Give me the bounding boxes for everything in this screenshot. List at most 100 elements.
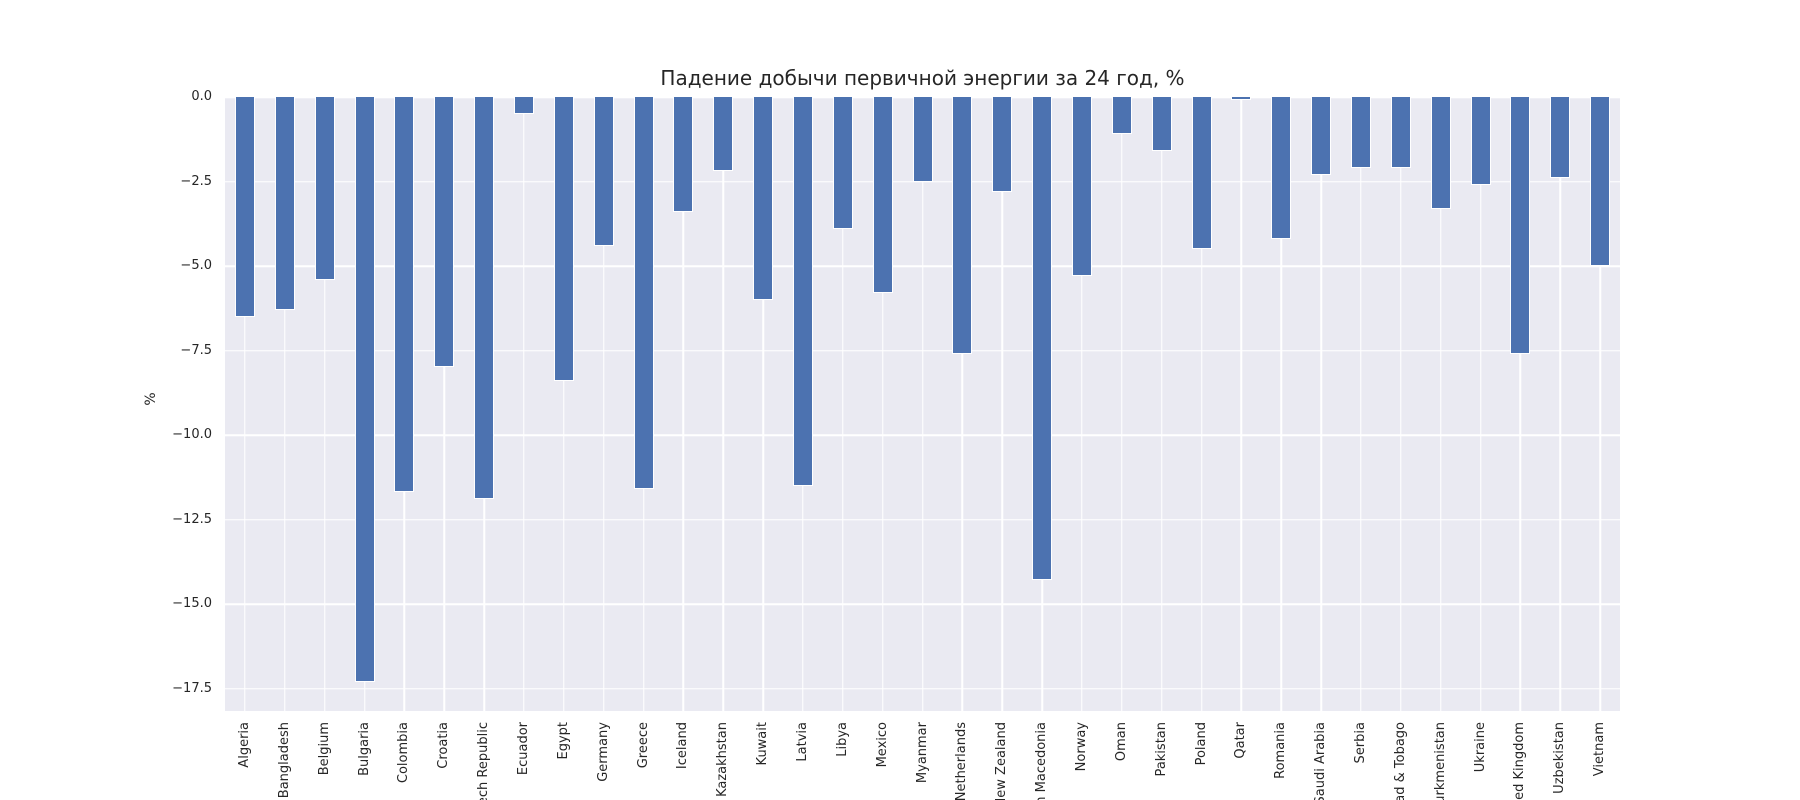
- bar-norway: [1071, 97, 1092, 277]
- x-tick-label: Qatar: [1233, 722, 1249, 759]
- y-tick-label: −15.0: [172, 596, 212, 611]
- bar-czech-republic: [474, 97, 495, 500]
- chart-title: Падение добычи первичной энергии за 24 г…: [660, 66, 1185, 90]
- x-tick-label: Germany: [595, 722, 611, 782]
- bar-poland: [1191, 97, 1212, 250]
- v-gridline: [1479, 97, 1482, 711]
- x-tick-label: Belgium: [316, 722, 332, 776]
- v-gridline: [1200, 97, 1203, 711]
- x-tick-label: Algeria: [236, 722, 252, 768]
- x-tick-label: Netherlands: [954, 722, 970, 800]
- bar-greece: [633, 97, 654, 490]
- x-tick-label: Mexico: [874, 722, 890, 768]
- y-tick-label: −12.5: [172, 511, 212, 527]
- bar-vietnam: [1590, 97, 1611, 266]
- v-gridline: [1121, 97, 1123, 711]
- x-tick-label: Iceland: [675, 722, 691, 770]
- y-tick-label: −7.5: [180, 342, 212, 358]
- plot-area: [225, 97, 1620, 711]
- bar-germany: [593, 97, 614, 246]
- x-tick-label: Oman: [1113, 722, 1129, 762]
- bar-north-macedonia: [1032, 97, 1053, 581]
- x-tick-label: Uzbekistan: [1552, 722, 1568, 794]
- v-gridline: [1320, 97, 1322, 711]
- v-gridline: [523, 97, 525, 711]
- v-gridline: [1081, 97, 1083, 711]
- bar-pakistan: [1151, 97, 1172, 152]
- v-gridline: [284, 97, 286, 711]
- v-gridline: [1400, 97, 1402, 711]
- bar-qatar: [1231, 97, 1252, 101]
- x-tick-label: Ukraine: [1472, 722, 1488, 773]
- x-tick-label: Ecuador: [515, 722, 531, 776]
- v-gridline: [1280, 97, 1282, 711]
- bar-croatia: [434, 97, 455, 368]
- bar-egypt: [553, 97, 574, 381]
- bar-trinidad-tobago: [1390, 97, 1411, 168]
- x-tick-label: Myanmar: [914, 722, 930, 784]
- v-gridline: [1360, 97, 1362, 711]
- v-gridline: [1519, 97, 1522, 711]
- x-tick-label: Libya: [834, 722, 850, 757]
- x-tick-label: Czech Republic: [476, 722, 492, 800]
- x-tick-label: Trinidad & Tobago: [1392, 722, 1408, 800]
- x-tick-label: United Kingdom: [1512, 722, 1528, 800]
- v-gridline: [1160, 97, 1163, 711]
- y-tick-label: −17.5: [172, 680, 212, 696]
- x-tick-label: Greece: [635, 722, 651, 769]
- bar-bulgaria: [354, 97, 375, 682]
- v-gridline: [1001, 97, 1003, 711]
- bar-latvia: [792, 97, 813, 486]
- bar-ecuador: [513, 97, 534, 114]
- x-tick-label: Kuwait: [755, 722, 771, 766]
- v-gridline: [722, 97, 724, 711]
- bar-kuwait: [753, 97, 774, 300]
- v-gridline: [682, 97, 685, 711]
- x-tick-label: Serbia: [1352, 722, 1368, 764]
- bar-romania: [1271, 97, 1292, 239]
- x-tick-label: Kazakhstan: [715, 722, 731, 797]
- v-gridline: [881, 97, 884, 711]
- v-gridline: [921, 97, 924, 711]
- bar-belgium: [314, 97, 335, 280]
- bar-saudi-arabia: [1311, 97, 1332, 175]
- x-tick-label: Romania: [1273, 722, 1289, 779]
- bar-libya: [832, 97, 853, 229]
- y-tick-label: −5.0: [180, 258, 212, 273]
- x-tick-label: Bangladesh: [276, 722, 292, 799]
- bar-ukraine: [1470, 97, 1491, 185]
- bar-kazakhstan: [713, 97, 734, 172]
- x-tick-label: Croatia: [436, 722, 452, 769]
- v-gridline: [1559, 97, 1561, 711]
- v-gridline: [961, 97, 964, 711]
- v-gridline: [1599, 97, 1601, 711]
- x-tick-label: Latvia: [794, 722, 810, 762]
- bar-serbia: [1350, 97, 1371, 168]
- x-tick-label: Colombia: [396, 722, 412, 784]
- bar-algeria: [234, 97, 255, 317]
- v-gridline: [602, 97, 605, 711]
- bar-bangladesh: [274, 97, 295, 310]
- x-tick-label: North Macedonia: [1034, 722, 1050, 800]
- bar-uzbekistan: [1550, 97, 1571, 179]
- y-axis-label: %: [143, 392, 159, 406]
- y-tick-label: −10.0: [172, 427, 212, 442]
- bar-turkmenistan: [1430, 97, 1451, 209]
- v-gridline: [563, 97, 565, 711]
- bar-new-zealand: [992, 97, 1013, 192]
- bar-mexico: [872, 97, 893, 294]
- y-tick-label: −2.5: [180, 173, 212, 189]
- v-gridline: [762, 97, 764, 711]
- x-tick-label: Pakistan: [1153, 722, 1169, 777]
- x-tick-label: Poland: [1193, 722, 1209, 766]
- bar-colombia: [394, 97, 415, 493]
- v-gridline: [842, 97, 844, 711]
- x-tick-label: Bulgaria: [356, 722, 372, 776]
- v-gridline: [1439, 97, 1442, 711]
- x-tick-label: New Zealand: [994, 722, 1010, 800]
- y-tick-label: 0.0: [191, 89, 212, 104]
- v-gridline: [443, 97, 445, 711]
- v-gridline: [244, 97, 246, 711]
- bar-myanmar: [912, 97, 933, 182]
